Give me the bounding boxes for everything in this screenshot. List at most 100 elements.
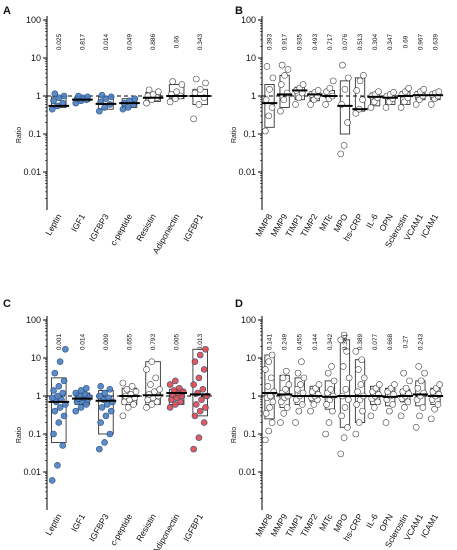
p-value-label: 0.393 (267, 33, 274, 50)
data-point (97, 419, 104, 426)
data-point (265, 427, 273, 435)
data-point (192, 75, 200, 83)
data-point (60, 377, 68, 385)
data-point (265, 112, 273, 120)
panel-label: B (235, 5, 243, 17)
data-point (262, 436, 269, 444)
data-point (130, 401, 137, 408)
data-point (75, 92, 82, 100)
panel-label: C (3, 298, 11, 310)
data-point (262, 410, 270, 417)
data-point (101, 389, 108, 397)
data-point (427, 101, 435, 108)
p-value-label: 0.717 (327, 33, 334, 50)
p-value-label: 0.342 (327, 333, 334, 350)
data-point (295, 94, 303, 102)
data-point (345, 374, 353, 382)
y-tick-label: 10 (31, 353, 41, 363)
y-tick-label: 1 (251, 91, 256, 101)
data-point (54, 392, 61, 400)
data-point (202, 404, 209, 411)
data-point (327, 386, 335, 393)
data-point (175, 384, 183, 392)
data-point (342, 386, 350, 393)
data-point (284, 66, 292, 73)
data-point (285, 381, 293, 388)
data-point (340, 142, 348, 149)
data-point (436, 381, 443, 388)
data-point (300, 374, 308, 382)
data-point (283, 404, 291, 411)
data-point (375, 88, 382, 95)
data-point (196, 407, 204, 415)
data-point (389, 401, 397, 408)
data-point (268, 419, 276, 426)
data-point (128, 382, 136, 390)
data-point (352, 348, 360, 355)
data-point (376, 381, 383, 388)
data-point (143, 366, 150, 373)
data-point (55, 382, 63, 390)
data-point (106, 430, 114, 438)
data-point (56, 404, 64, 411)
data-point (357, 381, 365, 388)
data-point (265, 358, 273, 365)
p-value-label: 0.343 (197, 33, 204, 50)
data-point (198, 396, 205, 403)
category-label: Resistin (134, 512, 158, 543)
data-point (298, 358, 305, 365)
data-point (279, 374, 287, 382)
p-value-label: 0.455 (297, 333, 304, 350)
y-tick-label: 1 (36, 91, 41, 101)
data-point (337, 150, 345, 158)
data-point (328, 363, 335, 370)
data-point (268, 351, 276, 359)
data-point (299, 81, 307, 88)
p-value-label: 0.005 (174, 333, 181, 350)
y-tick-label: 100 (26, 15, 41, 25)
p-value-label: 0.493 (312, 33, 319, 50)
p-value-label: 0.076 (342, 33, 349, 50)
p-value-label: 0.513 (357, 33, 364, 50)
data-point (50, 387, 57, 394)
category-label: c-peptide (108, 212, 134, 248)
box-0 (51, 377, 67, 443)
data-point (199, 386, 207, 393)
p-value-label: 0.69 (402, 35, 409, 48)
data-point (269, 398, 277, 406)
p-value-label: 0.049 (127, 33, 134, 50)
y-axis-label: Ratio (231, 127, 238, 143)
data-point (294, 369, 302, 377)
data-point (50, 430, 57, 438)
y-tick-label: 10 (246, 53, 256, 63)
data-point (341, 86, 349, 93)
data-point (280, 96, 288, 103)
data-point (415, 363, 422, 370)
y-tick-label: 100 (26, 315, 41, 325)
data-point (405, 84, 412, 92)
data-point (419, 404, 427, 411)
p-value-label: 0.793 (150, 333, 157, 350)
data-point (50, 97, 57, 105)
category-label: Leptin (43, 212, 63, 237)
p-value-label: 0.014 (79, 333, 86, 350)
data-point (191, 358, 199, 365)
y-tick-label: 0.1 (243, 429, 256, 439)
category-label: Leptin (43, 512, 63, 537)
y-tick-label: 0.1 (28, 429, 41, 439)
data-point (338, 412, 345, 420)
data-point (59, 389, 67, 397)
data-point (156, 386, 163, 393)
p-value-label: 0.001 (56, 333, 63, 350)
p-value-label: 0.025 (56, 33, 63, 50)
data-point (277, 107, 284, 115)
data-point (195, 374, 203, 382)
data-point (124, 404, 132, 411)
data-point (190, 381, 197, 388)
data-point (277, 81, 285, 88)
data-point (412, 424, 420, 431)
data-point (124, 104, 132, 111)
data-point (131, 95, 139, 102)
data-point (119, 379, 127, 387)
